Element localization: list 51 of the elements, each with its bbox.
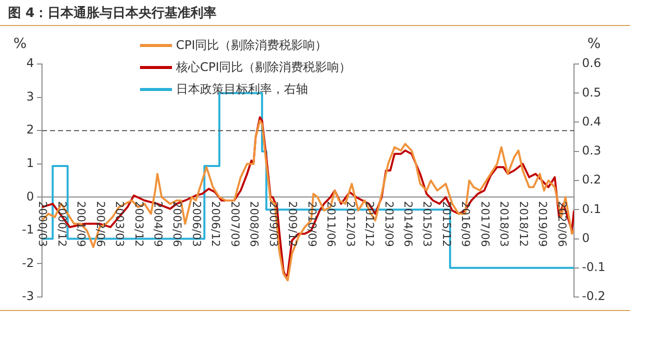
- y-tick-label: 3: [26, 89, 34, 104]
- x-tick-label: 2008/06: [248, 201, 261, 247]
- x-tick-label: 2011/06: [324, 201, 338, 247]
- y-tick-label: -3: [22, 289, 34, 304]
- y2-axis-title: %: [587, 36, 601, 52]
- x-tick-label: 2009/12: [286, 201, 300, 247]
- legend-label: 日本政策目标利率，右轴: [176, 80, 308, 98]
- x-tick-label: 2015/12: [440, 201, 453, 247]
- y-tick-label: 1: [26, 156, 34, 170]
- x-tick-label: 2020/06: [555, 201, 568, 247]
- x-tick-label: 2006/12: [209, 201, 222, 247]
- x-tick-label: 2000/03: [36, 201, 50, 247]
- x-tick-label: 2016/09: [459, 201, 472, 247]
- x-tick-label: 2004/09: [152, 201, 165, 247]
- y-tick-label: -1: [22, 222, 34, 237]
- x-tick-label: 2015/03: [420, 201, 434, 247]
- x-tick-label: 2014/06: [401, 201, 414, 247]
- y2-tick-label: -0.2: [582, 289, 606, 304]
- y-tick-label: 0: [26, 189, 34, 204]
- y-tick-label: 2: [26, 122, 34, 137]
- x-tick-label: 2007/09: [228, 201, 242, 247]
- y-tick-label: -2: [22, 256, 34, 270]
- y2-tick-label: 0.3: [582, 144, 602, 158]
- x-tick-label: 2019/09: [536, 201, 550, 247]
- x-tick-label: 2017/06: [478, 201, 492, 247]
- y-tick-label: 4: [26, 56, 34, 70]
- x-tick-label: 2013/09: [382, 201, 396, 247]
- x-tick-label: 2012/12: [363, 201, 376, 247]
- x-tick-label: 2006/03: [190, 201, 203, 247]
- y2-tick-label: 0.2: [582, 172, 602, 187]
- x-tick-label: 2001/09: [74, 201, 88, 247]
- y2-tick-label: -0.1: [582, 260, 606, 274]
- x-tick-label: 2005/06: [170, 201, 184, 247]
- x-tick-label: 2010/09: [305, 201, 318, 247]
- y2-tick-label: 0: [582, 230, 590, 245]
- x-tick-label: 2000/12: [55, 201, 68, 247]
- legend-label: 核心CPI同比（剔除消费税影响）: [176, 58, 352, 76]
- y2-tick-label: 0.5: [582, 85, 602, 100]
- legend-label: CPI同比（剔除消费税影响）: [176, 36, 328, 54]
- x-tick-label: 2018/03: [498, 201, 511, 247]
- x-tick-label: 2018/12: [516, 201, 530, 247]
- x-tick-label: 2003/03: [113, 201, 126, 247]
- y2-tick-label: 0.6: [582, 56, 602, 70]
- y2-tick-label: 0.4: [582, 114, 602, 128]
- y2-tick-label: 0.1: [582, 202, 602, 216]
- chart-title: 图 4：日本通胀与日本央行基准利率: [8, 4, 217, 22]
- x-tick-label: 2002/06: [94, 201, 107, 247]
- x-tick-label: 2012/03: [344, 201, 357, 247]
- y-axis-title: %: [13, 36, 27, 52]
- x-tick-label: 2003/12: [132, 201, 146, 247]
- x-tick-label: 2009/03: [266, 201, 280, 247]
